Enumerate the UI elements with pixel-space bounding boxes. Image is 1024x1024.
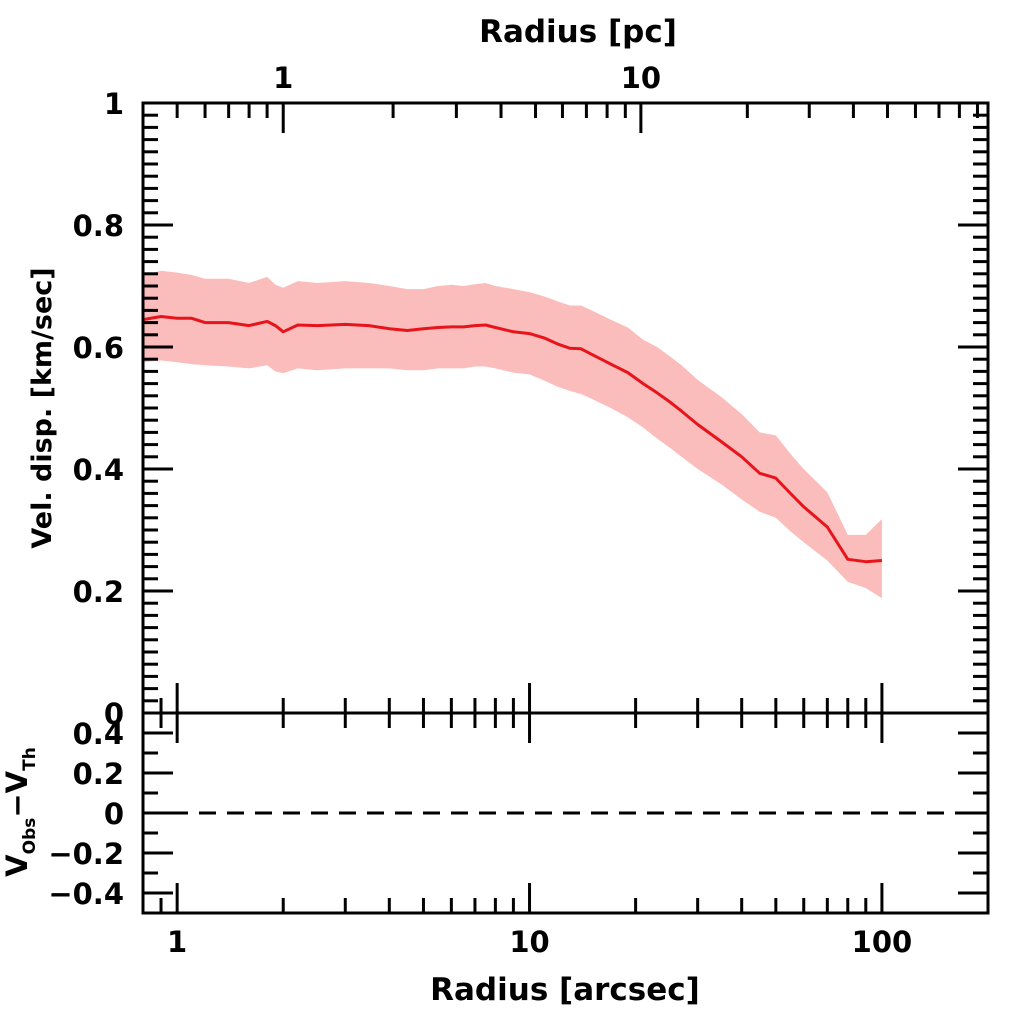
main-y-axis-title: Vel. disp. [km/sec]: [27, 267, 58, 548]
res-ytick-label: 0.2: [73, 757, 124, 791]
residual-ylabel-v: V: [0, 854, 34, 877]
main-ytick-label: 0.6: [73, 331, 124, 365]
main-ytick-label: 0: [104, 697, 124, 731]
bottom-tick-labels: 1 10 100: [167, 925, 912, 959]
error-band: [143, 270, 882, 599]
res-ytick-label: 0.4: [73, 717, 124, 751]
top-tick-label: 1: [273, 61, 293, 95]
top-axis-title: Radius [pc]: [479, 14, 677, 50]
bottom-axis-title: Radius [arcsec]: [430, 972, 700, 1008]
main-ytick-labels: 0 0.2 0.4 0.6 0.8 1: [73, 87, 124, 731]
res-ytick-label: 0: [104, 797, 124, 831]
residual-ylabel-th: Th: [20, 747, 40, 771]
main-ytick-label: 1: [104, 87, 124, 121]
main-panel: 0 0.2 0.4 0.6 0.8 1 1 10: [73, 61, 990, 731]
residual-ylabel-minus-v: −V: [0, 770, 34, 817]
top-tick-label: 10: [621, 61, 661, 95]
res-ytick-label: −0.4: [48, 877, 124, 911]
main-ticks: [141, 101, 990, 715]
res-ytick-label: −0.2: [48, 837, 124, 871]
residual-plot-frame: [141, 711, 990, 915]
residual-panel: −0.4 −0.2 0 0.2 0.4 1 10 100: [48, 711, 990, 959]
main-ytick-label: 0.4: [73, 453, 124, 487]
bottom-tick-label: 1: [167, 925, 187, 959]
bottom-tick-label: 100: [852, 925, 913, 959]
main-ytick-label: 0.8: [73, 209, 124, 243]
residual-y-axis-title: VObs−VTh: [0, 747, 40, 877]
main-ytick-label: 0.2: [73, 575, 124, 609]
top-tick-labels: 1 10: [273, 61, 661, 95]
main-plot-frame: [141, 101, 990, 715]
bottom-tick-label: 10: [509, 925, 549, 959]
dispersion-line: [142, 315, 883, 564]
residual-ytick-labels: −0.4 −0.2 0 0.2 0.4: [48, 717, 124, 911]
residual-ylabel-obs: Obs: [20, 818, 40, 855]
